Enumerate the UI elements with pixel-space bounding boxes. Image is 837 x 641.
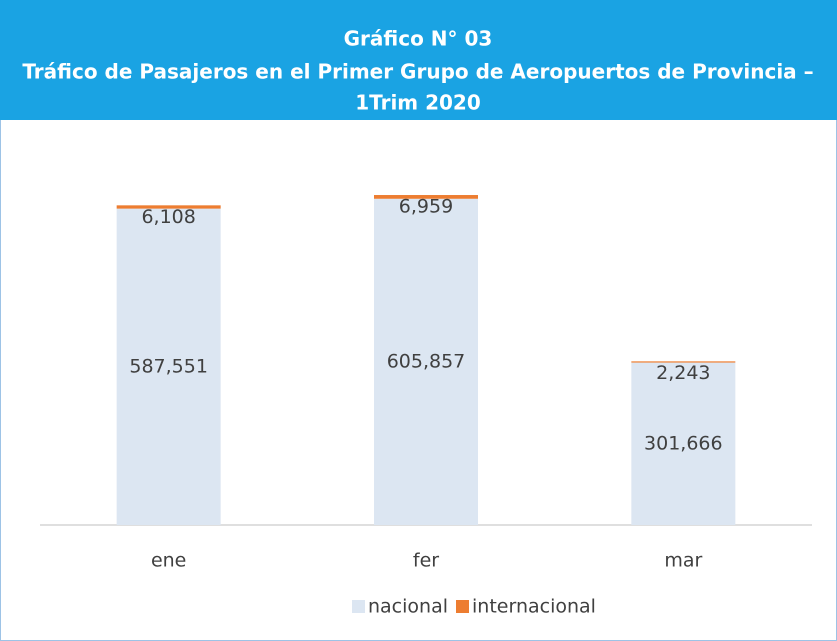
data-label: 6,108 <box>141 206 195 228</box>
data-label: 6,959 <box>399 196 453 218</box>
legend-swatch <box>456 600 469 613</box>
x-tick-label: mar <box>664 550 702 572</box>
data-label: 301,666 <box>644 432 723 454</box>
chart-title: 1Trim 2020 <box>355 91 481 115</box>
bar-segment <box>374 195 478 199</box>
title-band <box>0 0 837 120</box>
data-label: 605,857 <box>387 350 466 372</box>
legend-label: nacional <box>368 596 448 618</box>
bar-segment <box>631 362 736 525</box>
x-tick-label: ene <box>151 550 186 572</box>
bar-segment <box>374 198 478 526</box>
bar-segment <box>116 208 221 525</box>
bar-segment <box>631 361 736 363</box>
bar-segment <box>116 205 221 209</box>
chart-title: Gráfico N° 03 <box>344 27 493 51</box>
x-tick-label: fer <box>413 550 439 572</box>
legend-swatch <box>352 600 365 613</box>
data-label: 2,243 <box>656 362 710 384</box>
legend-label: internacional <box>472 596 596 618</box>
data-label: 587,551 <box>129 355 208 377</box>
chart-title: Tráfico de Pasajeros en el Primer Grupo … <box>22 60 813 84</box>
